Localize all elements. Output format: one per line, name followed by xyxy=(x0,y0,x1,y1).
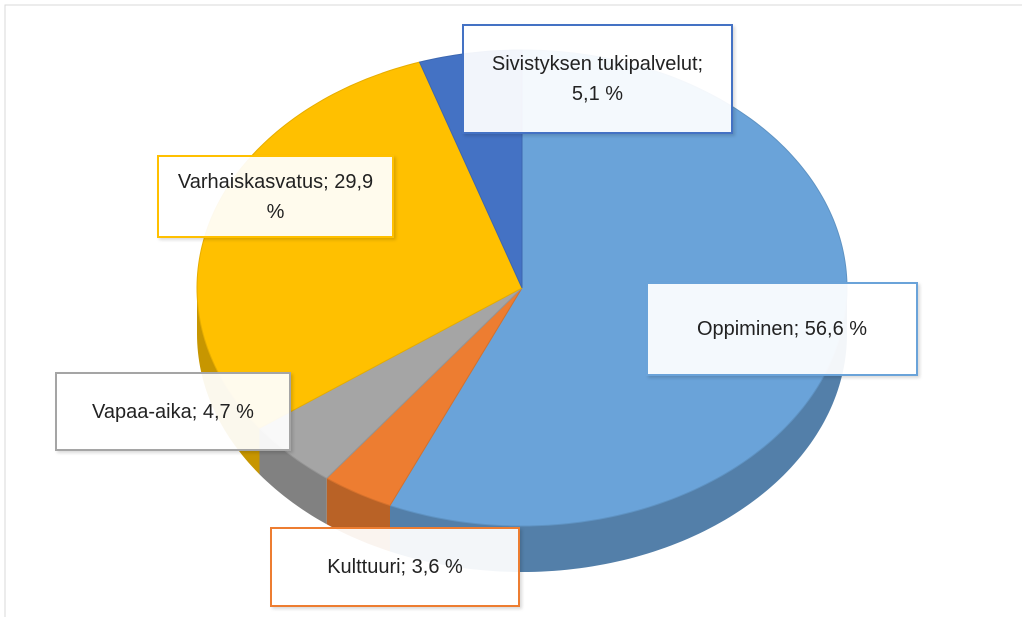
data-label: Vapaa-aika; 4,7 % xyxy=(55,372,291,451)
data-label: Oppiminen; 56,6 % xyxy=(646,282,918,376)
data-label: Kulttuuri; 3,6 % xyxy=(270,527,520,607)
slice-side xyxy=(259,428,327,525)
slice xyxy=(325,287,523,507)
data-label: Varhaiskasvatus; 29,9 % xyxy=(157,155,394,238)
slice-side xyxy=(389,288,847,572)
chart-frame xyxy=(4,4,1022,617)
data-label: Sivistyksen tukipalvelut; 5,1 % xyxy=(462,24,733,134)
